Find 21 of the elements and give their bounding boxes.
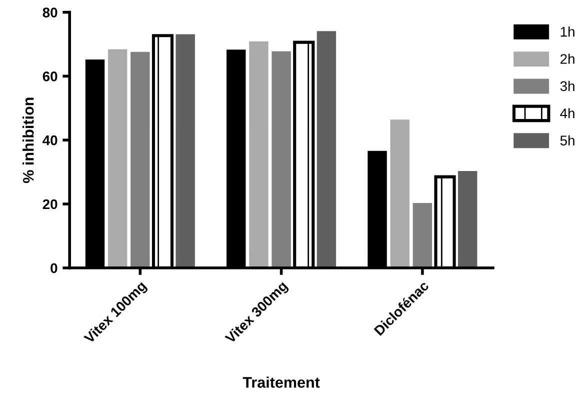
bar <box>108 49 128 268</box>
y-tick-label: 20 <box>42 199 58 210</box>
bar <box>272 51 291 268</box>
legend-label: 3h <box>560 80 574 92</box>
bar <box>390 120 410 268</box>
bar <box>316 31 336 268</box>
bar <box>130 52 150 268</box>
bar <box>249 41 268 268</box>
bar <box>412 203 432 268</box>
y-tick-label: 40 <box>42 135 58 146</box>
bar <box>176 34 195 268</box>
legend-label: 5h <box>560 135 574 146</box>
y-tick-label: 60 <box>42 72 58 82</box>
y-tick-label: 0 <box>50 263 58 274</box>
bar <box>458 171 478 268</box>
legend-label: 1h <box>560 26 574 37</box>
legend-label: 4h <box>560 108 574 118</box>
x-axis-title: Traitement <box>242 376 320 388</box>
y-tick-label: 80 <box>42 8 58 18</box>
y-axis-title: % inhibition <box>22 98 34 183</box>
legend-label: 2h <box>560 54 574 64</box>
